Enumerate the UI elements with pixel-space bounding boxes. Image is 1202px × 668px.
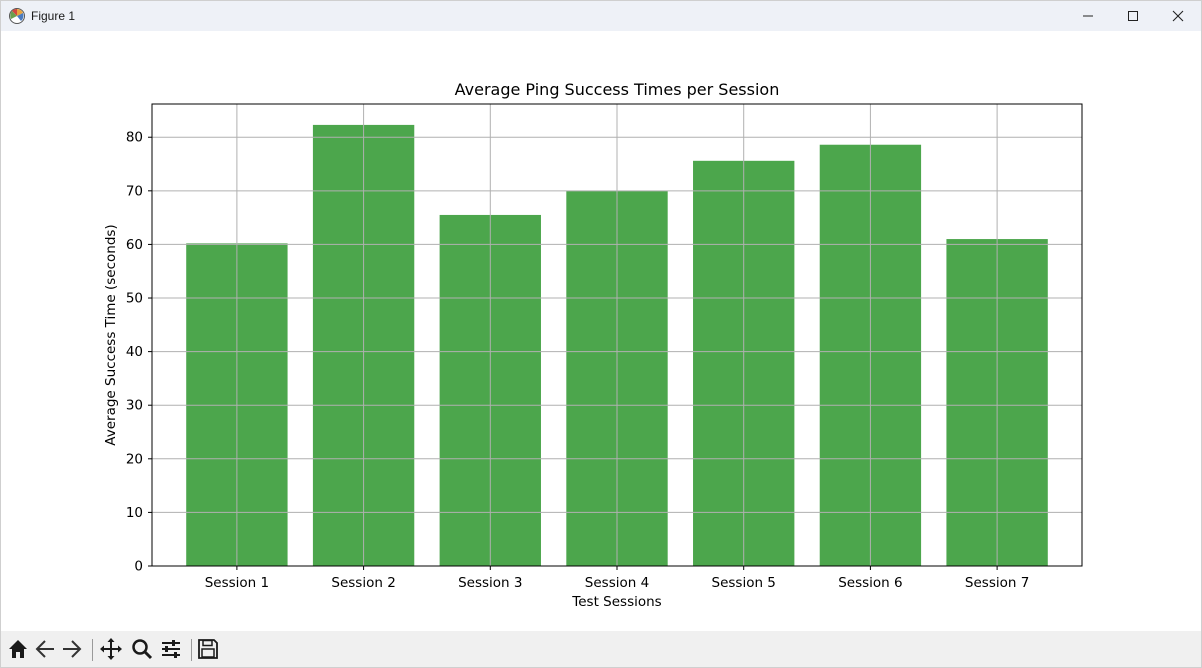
matplotlib-figure-icon [9, 8, 25, 24]
back-arrow-icon [35, 640, 54, 658]
minimize-button[interactable] [1065, 1, 1111, 31]
pan-icon [100, 638, 122, 660]
x-axis-label: Test Sessions [571, 594, 661, 610]
y-axis-label: Average Success Time (seconds) [103, 224, 119, 445]
toolbar-separator [191, 639, 192, 661]
forward-arrow-icon [63, 640, 82, 658]
bar-chart: 0 10 20 30 40 50 60 70 80 Session 1 Session 2 Sessi… [103, 80, 1083, 610]
x-tick-label: Session 4 [585, 575, 649, 591]
y-tick-label: 70 [126, 183, 143, 199]
navigation-toolbar [1, 631, 1201, 667]
x-tick-label: Session 1 [205, 575, 269, 591]
toolbar-separator [92, 639, 93, 661]
forward-button[interactable] [60, 637, 84, 661]
zoom-button[interactable] [130, 637, 154, 661]
close-icon [1172, 10, 1184, 22]
y-tick-label: 0 [134, 559, 143, 575]
x-tick-label: Session 3 [458, 575, 522, 591]
y-tick-label: 60 [126, 237, 143, 253]
maximize-button[interactable] [1110, 1, 1156, 31]
configure-subplots-icon [162, 640, 180, 658]
zoom-icon [132, 639, 153, 660]
x-tick-label: Session 5 [712, 575, 776, 591]
home-button[interactable] [6, 637, 30, 661]
close-button[interactable] [1155, 1, 1201, 31]
y-tick-label: 20 [126, 451, 143, 467]
y-tick-label: 10 [126, 505, 143, 521]
figure-canvas[interactable]: 0 10 20 30 40 50 60 70 80 Session 1 Session 2 Sessi… [1, 31, 1201, 631]
y-tick-label: 40 [126, 344, 143, 360]
y-tick-label: 80 [126, 130, 143, 146]
chart-title: Average Ping Success Times per Session [455, 80, 780, 99]
save-button[interactable] [196, 637, 220, 661]
back-button[interactable] [33, 637, 57, 661]
maximize-icon [1128, 11, 1138, 21]
y-tick-label: 30 [126, 398, 143, 414]
home-icon [9, 640, 27, 658]
save-icon [198, 639, 218, 659]
minimize-icon [1083, 15, 1093, 17]
pan-button[interactable] [99, 637, 123, 661]
title-bar[interactable]: Figure 1 [1, 1, 1201, 31]
x-tick-label: Session 7 [965, 575, 1029, 591]
x-tick-label: Session 2 [331, 575, 395, 591]
y-tick-label: 50 [126, 291, 143, 307]
configure-subplots-button[interactable] [159, 637, 183, 661]
x-tick-label: Session 6 [838, 575, 902, 591]
window-title: Figure 1 [31, 9, 76, 23]
